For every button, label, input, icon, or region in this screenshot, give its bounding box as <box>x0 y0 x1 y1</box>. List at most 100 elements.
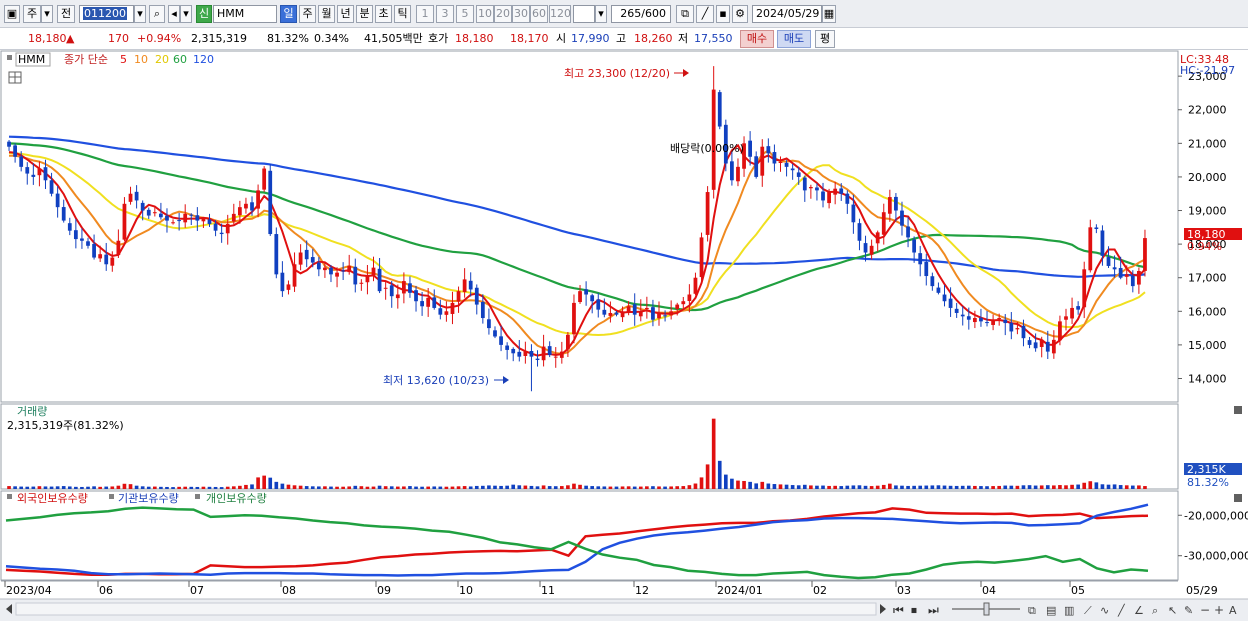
period-year[interactable]: 년 <box>337 5 354 23</box>
trend-icon[interactable]: ⟋ <box>1084 604 1092 617</box>
speaker-icon[interactable]: ◂ <box>168 5 180 23</box>
volume-close-icon[interactable] <box>1234 406 1242 414</box>
volume-bar <box>19 486 24 489</box>
candle-body <box>1033 342 1038 349</box>
candle-body <box>347 265 352 273</box>
candle-body <box>663 315 667 317</box>
indicator-icon[interactable]: ⧉ <box>676 5 694 23</box>
scroll-right-icon[interactable] <box>880 604 886 614</box>
interval-20[interactable]: 20 <box>494 5 512 23</box>
market-dropdown-icon[interactable]: ▾ <box>41 5 53 23</box>
layout-icon[interactable]: ▣ <box>4 5 20 23</box>
volume-bar <box>754 483 759 489</box>
interval-5[interactable]: 5 <box>456 5 474 23</box>
candle-body <box>408 283 412 293</box>
candle-body <box>480 302 485 319</box>
stock-chart[interactable]: 14,000 15,000 16,000 17,000 18,000 19,000 20,0… <box>0 50 1248 621</box>
candle-body <box>426 297 431 307</box>
volume-bar <box>724 474 728 489</box>
code-input[interactable]: 011200 <box>79 5 134 23</box>
period-minute[interactable]: 분 <box>356 5 373 23</box>
candle-body <box>207 219 212 224</box>
forward-icon[interactable]: ⏭ <box>928 603 939 617</box>
horizontal-scrollbar[interactable] <box>15 602 877 616</box>
volume-bar <box>201 486 206 489</box>
legend-name-box[interactable] <box>15 52 51 67</box>
volume-bar <box>92 486 96 489</box>
code-dropdown-icon[interactable]: ▾ <box>134 5 146 23</box>
wave-icon[interactable]: ∿ <box>1100 604 1109 617</box>
volume-bar <box>140 486 145 489</box>
gear-icon[interactable]: ⚙ <box>732 5 748 23</box>
interval-3[interactable]: 3 <box>436 5 454 23</box>
interval-120[interactable]: 120 <box>549 5 571 23</box>
candle-body <box>438 308 443 315</box>
legend-name: HMM <box>18 53 45 66</box>
save-icon[interactable]: ▪ <box>716 5 730 23</box>
candle-body <box>808 187 813 189</box>
interval-60[interactable]: 60 <box>530 5 548 23</box>
candle-body <box>815 187 819 191</box>
volume-bar <box>1137 485 1141 489</box>
hc-value: HC:-21.97 <box>1180 64 1235 77</box>
prev-button[interactable]: 전 <box>57 5 75 23</box>
split-view-icon[interactable]: ▤ <box>1046 604 1056 617</box>
volume-bar <box>165 486 169 489</box>
period-week[interactable]: 주 <box>299 5 316 23</box>
font-size-icon[interactable]: A <box>1229 604 1237 617</box>
candle-body <box>152 212 157 214</box>
interval-30[interactable]: 30 <box>512 5 530 23</box>
holding-close-icon[interactable] <box>1234 494 1242 502</box>
pin-icon[interactable]: ✎ <box>1184 604 1193 617</box>
interval-dropdown-icon[interactable]: ▾ <box>595 5 607 23</box>
count-input[interactable]: 265/600 <box>611 5 671 23</box>
search-icon[interactable]: ⌕ <box>149 5 165 23</box>
scroll-left-icon[interactable] <box>6 604 12 614</box>
candle-body <box>231 213 236 222</box>
candle-body <box>839 188 844 194</box>
zoom-slider-handle[interactable] <box>983 602 990 616</box>
avg-button[interactable]: 평 <box>815 30 835 48</box>
interval-1[interactable]: 1 <box>416 5 434 23</box>
change-value: 170 <box>108 32 129 45</box>
candle-body <box>675 304 680 309</box>
candle-body <box>468 280 473 290</box>
buy-button[interactable]: 매수 <box>740 30 774 48</box>
date-input[interactable]: 2024/05/29 <box>752 5 822 23</box>
layout-view-icon[interactable]: ▥ <box>1064 604 1074 617</box>
line-icon[interactable]: ╱ <box>1117 603 1126 617</box>
capture-icon[interactable]: ⧉ <box>1028 604 1036 617</box>
holding-marker-icon <box>109 494 114 499</box>
zoom-in-icon[interactable]: + <box>1214 603 1224 617</box>
volume-value: 2,315,319 <box>191 32 247 45</box>
calendar-icon[interactable]: ▦ <box>822 5 836 23</box>
candle-body <box>1058 321 1062 341</box>
interval-10[interactable]: 10 <box>476 5 494 23</box>
stop-icon[interactable]: ⏹ <box>911 603 917 617</box>
candle-body <box>316 262 321 270</box>
volume-bar <box>98 486 102 489</box>
period-second[interactable]: 초 <box>375 5 392 23</box>
interval-custom-input[interactable] <box>573 5 595 23</box>
candle-body <box>1027 340 1032 345</box>
period-tick[interactable]: 틱 <box>394 5 411 23</box>
zoom-out-icon[interactable]: − <box>1200 603 1210 617</box>
period-day[interactable]: 일 <box>280 5 297 23</box>
speaker-dropdown-icon[interactable]: ▾ <box>180 5 192 23</box>
pointer-icon[interactable]: ↖ <box>1168 604 1177 617</box>
candle-body <box>377 268 382 292</box>
magnify-icon[interactable]: ⌕ <box>1152 604 1158 617</box>
date-tick-label: 08 <box>282 584 296 597</box>
candle-body <box>559 351 564 358</box>
draw-tool-icon[interactable]: ╱ <box>696 5 714 23</box>
sell-button[interactable]: 매도 <box>777 30 811 48</box>
legend-ma120: 120 <box>193 53 214 66</box>
volume-bar <box>620 486 625 489</box>
stock-name[interactable]: HMM <box>213 5 277 23</box>
candle-body <box>49 180 54 194</box>
market-select[interactable]: 주 <box>23 5 41 23</box>
candle-body <box>699 237 704 278</box>
angle-icon[interactable]: ∠ <box>1134 604 1144 617</box>
rewind-icon[interactable]: ⏮ <box>893 603 904 617</box>
period-month[interactable]: 월 <box>318 5 335 23</box>
